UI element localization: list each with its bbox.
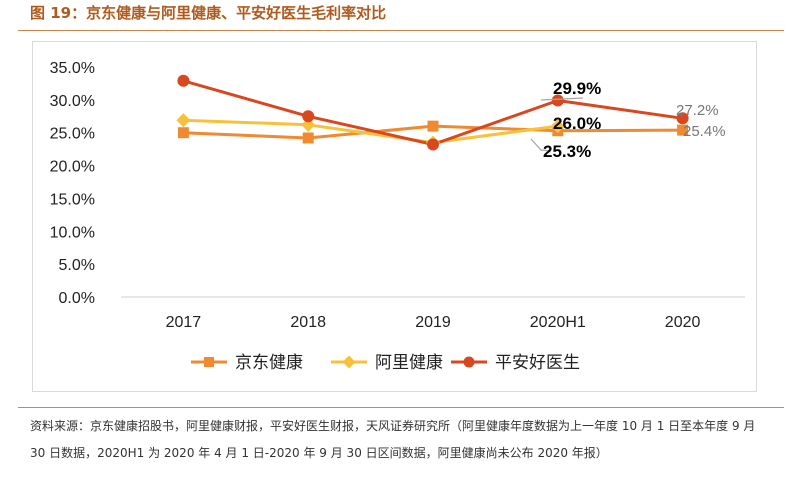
data-point <box>302 132 314 144</box>
data-point <box>176 113 191 128</box>
data-point <box>301 117 316 132</box>
y-tick-label: 25.0% <box>50 126 95 143</box>
x-tick-label: 2020H1 <box>530 314 586 331</box>
data-label: 25.4% <box>683 123 726 140</box>
series-line <box>183 118 558 145</box>
data-point <box>177 127 189 139</box>
data-point <box>676 112 689 125</box>
legend-label: 平安好医生 <box>495 353 580 373</box>
y-tick-label: 30.0% <box>50 93 95 110</box>
series-markers <box>176 74 689 151</box>
data-point <box>302 110 315 123</box>
data-point <box>427 138 439 151</box>
legend-label: 京东健康 <box>235 353 303 373</box>
data-label: 29.9% <box>553 79 601 98</box>
x-tick-label: 2019 <box>415 314 451 331</box>
x-tick-label: 2018 <box>290 314 326 331</box>
legend-label: 阿里健康 <box>375 353 443 373</box>
data-label: 26.0% <box>553 114 601 133</box>
data-point <box>177 74 190 87</box>
chart-frame: 0.0% 5.0% 10.0% 15.0% 20.0% 25.0% 30.0% 35.0% 2… <box>32 41 757 392</box>
label-leader-line <box>540 97 584 101</box>
y-tick-label: 15.0% <box>50 191 95 208</box>
title-divider <box>18 30 784 31</box>
label-leader-line <box>530 138 552 152</box>
data-point <box>677 124 689 136</box>
data-label: 27.2% <box>676 102 719 119</box>
x-tick-label: 2020 <box>665 314 701 331</box>
data-label: 25.3% <box>543 142 591 161</box>
y-tick-label: 20.0% <box>50 159 95 176</box>
data-point <box>427 120 439 132</box>
data-point <box>550 119 565 134</box>
legend-marker <box>204 357 214 367</box>
series-lines <box>182 79 683 146</box>
y-tick-label: 35.0% <box>50 60 95 77</box>
x-axis: 2017 2018 2019 2020H1 2020 <box>121 296 745 331</box>
source-note: 资料来源：京东健康招股书，阿里健康财报，平安好医生财报，天风证券研究所（阿里健康… <box>30 419 756 460</box>
legend-marker <box>342 355 356 369</box>
source-divider <box>18 407 784 408</box>
data-point <box>551 94 564 107</box>
x-tick-label: 2017 <box>166 314 202 331</box>
y-axis: 0.0% 5.0% 10.0% 15.0% 20.0% 25.0% 30.0% 35.0% <box>50 60 95 307</box>
legend-marker <box>463 356 475 368</box>
data-labels: 29.9% 26.0% 25.3% 27.2% 25.4% <box>530 79 726 161</box>
y-tick-label: 5.0% <box>59 257 95 274</box>
y-tick-label: 10.0% <box>50 224 95 241</box>
line-chart: 0.0% 5.0% 10.0% 15.0% 20.0% 25.0% 30.0% 35.0% 2… <box>50 60 745 373</box>
y-tick-label: 0.0% <box>59 290 95 307</box>
legend: 京东健康 阿里健康 平安好医生 <box>191 353 580 373</box>
figure-title: 图 19：京东健康与阿里健康、平安好医生毛利率对比 <box>30 4 387 22</box>
